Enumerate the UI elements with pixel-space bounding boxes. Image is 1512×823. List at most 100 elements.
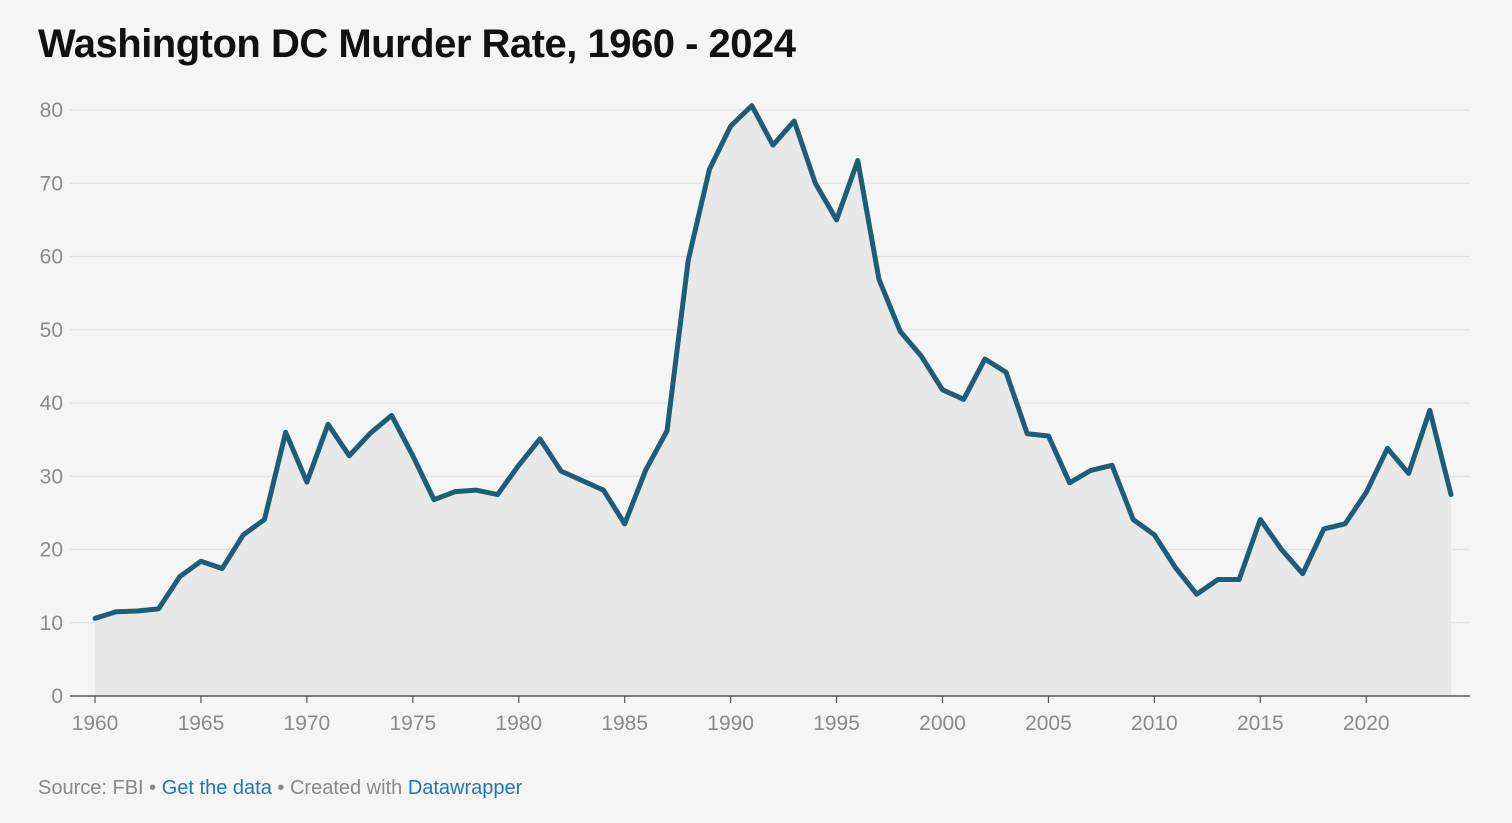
x-tick-label-1970: 1970 [284, 712, 331, 735]
data-point-1990 [728, 124, 732, 128]
data-point-2022 [1406, 471, 1410, 475]
data-point-1985 [622, 522, 626, 526]
data-point-2001 [961, 397, 965, 401]
data-point-2015 [1258, 517, 1262, 521]
data-point-1991 [750, 103, 754, 107]
y-tick-label-10: 10 [40, 612, 63, 635]
data-point-1962 [135, 609, 139, 613]
data-point-1975 [411, 454, 415, 458]
data-point-2000 [940, 388, 944, 392]
x-tick-label-1995: 1995 [813, 712, 860, 735]
data-point-1965 [199, 559, 203, 563]
data-point-2013 [1216, 577, 1220, 581]
get-the-data-link[interactable]: Get the data [161, 777, 272, 799]
y-tick-label-20: 20 [40, 539, 63, 562]
data-point-2002 [983, 357, 987, 361]
x-tick-label-1980: 1980 [495, 712, 542, 735]
area-layer [95, 105, 1451, 697]
data-point-1982 [559, 469, 563, 473]
data-point-2009 [1131, 517, 1135, 521]
footer-separator: • [149, 777, 157, 799]
source-text: Source: FBI [38, 777, 144, 799]
data-point-1966 [220, 566, 224, 570]
x-tick-labels: 1960 1965 1970 1975 1980 1985 1990 1995 2000 2005… [72, 712, 1390, 735]
data-point-1961 [114, 610, 118, 614]
chart-title: Washington DC Murder Rate, 1960 - 2024 [38, 22, 796, 66]
data-point-2018 [1322, 527, 1326, 531]
data-point-1997 [877, 277, 881, 281]
data-point-1978 [474, 488, 478, 492]
y-tick-label-50: 50 [40, 319, 63, 342]
data-point-1979 [495, 492, 499, 496]
x-tick-label-1965: 1965 [178, 712, 225, 735]
series-line [92, 103, 1454, 621]
data-point-2019 [1343, 522, 1347, 526]
y-tick-label-40: 40 [40, 392, 63, 415]
data-point-1960 [93, 616, 97, 620]
data-point-1984 [601, 488, 605, 492]
y-tick-label-30: 30 [40, 465, 63, 488]
y-tick-labels: 0 10 20 30 40 50 60 70 80 [40, 99, 63, 708]
data-point-2020 [1364, 490, 1368, 494]
data-point-1969 [283, 430, 287, 434]
x-tick-label-2000: 2000 [919, 712, 966, 735]
x-tick-label-2005: 2005 [1025, 712, 1072, 735]
footer-separator: • [277, 777, 285, 799]
data-point-1992 [771, 143, 775, 147]
x-tick-label-1960: 1960 [72, 712, 119, 735]
data-point-1987 [665, 429, 669, 433]
series-layer [92, 103, 1454, 621]
x-tick-label-1985: 1985 [601, 712, 648, 735]
data-point-1974 [389, 413, 393, 417]
x-tick-label-1975: 1975 [389, 712, 436, 735]
data-point-1996 [856, 158, 860, 162]
data-point-1995 [834, 218, 838, 222]
area-fill [95, 105, 1451, 697]
data-point-1994 [813, 181, 817, 185]
data-point-1963 [156, 607, 160, 611]
x-tick-label-2010: 2010 [1131, 712, 1178, 735]
chart-footer: Source: FBI • Get the data • Created wit… [38, 777, 522, 800]
data-point-2003 [1004, 370, 1008, 374]
x-tick-label-1990: 1990 [707, 712, 754, 735]
data-point-1977 [453, 489, 457, 493]
data-point-1998 [898, 329, 902, 333]
data-point-1993 [792, 119, 796, 123]
data-point-1983 [580, 478, 584, 482]
data-point-2010 [1152, 533, 1156, 537]
data-point-1967 [241, 533, 245, 537]
y-tick-label-60: 60 [40, 246, 63, 269]
data-point-1976 [432, 497, 436, 501]
y-tick-label-80: 80 [40, 99, 63, 122]
data-point-1986 [644, 467, 648, 471]
data-point-2012 [1195, 592, 1199, 596]
data-point-2006 [1067, 481, 1071, 485]
data-point-1964 [178, 574, 182, 578]
data-point-1989 [707, 167, 711, 171]
x-tick-label-2020: 2020 [1343, 712, 1390, 735]
data-point-1968 [262, 517, 266, 521]
data-point-1980 [517, 463, 521, 467]
datawrapper-link[interactable]: Datawrapper [407, 777, 523, 799]
y-tick-label-70: 70 [40, 172, 63, 195]
data-point-1972 [347, 454, 351, 458]
data-point-2016 [1279, 547, 1283, 551]
y-tick-label-0: 0 [51, 685, 63, 708]
data-point-1970 [305, 480, 309, 484]
x-tick-label-2015: 2015 [1237, 712, 1284, 735]
created-with-text: Created with [289, 777, 403, 799]
data-point-2023 [1428, 408, 1432, 412]
data-point-1999 [919, 354, 923, 358]
data-point-1973 [368, 431, 372, 435]
data-point-1981 [538, 437, 542, 441]
data-point-2021 [1385, 446, 1389, 450]
data-point-2014 [1237, 577, 1241, 581]
data-point-2017 [1300, 571, 1304, 575]
data-point-2008 [1110, 463, 1114, 467]
data-point-2005 [1046, 434, 1050, 438]
data-point-2007 [1089, 468, 1093, 472]
data-point-2024 [1449, 492, 1453, 496]
data-point-1988 [686, 258, 690, 262]
